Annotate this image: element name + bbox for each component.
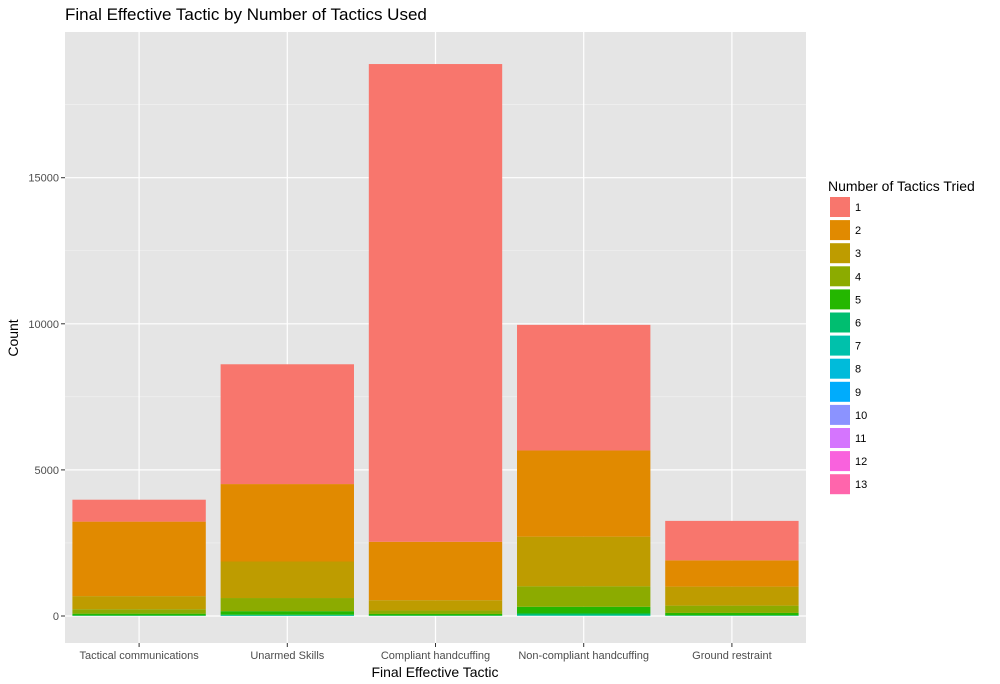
bar-segment [72, 613, 206, 616]
legend-key [830, 197, 850, 217]
legend: Number of Tactics Tried 1234567891011121… [828, 178, 975, 495]
bar-segment [517, 586, 651, 607]
y-axis-title: Count [5, 319, 21, 356]
legend-label: 10 [855, 410, 867, 422]
bar-segment [665, 605, 799, 613]
bar-segment [72, 499, 206, 522]
legend-label: 8 [855, 364, 861, 376]
legend-key [830, 335, 850, 356]
y-tick-label: 10000 [28, 319, 59, 331]
legend-key [830, 428, 850, 448]
legend-label: 7 [855, 341, 861, 353]
legend-label: 9 [855, 387, 861, 399]
y-tick-label: 5000 [35, 465, 59, 477]
legend-key [830, 243, 850, 264]
y-axis: 0 5000 10000 15000 [28, 173, 65, 623]
bar-segment [368, 600, 503, 611]
x-tick-label: Non-compliant handcuffing [518, 650, 649, 662]
bar-segment [220, 561, 354, 599]
x-tick-label: Tactical communications [79, 650, 199, 662]
bar-segment [220, 364, 354, 485]
y-tick-label: 0 [53, 611, 59, 623]
legend-label: 4 [855, 271, 861, 283]
legend-label: 1 [855, 202, 861, 214]
legend-label: 2 [855, 225, 861, 237]
legend-label: 3 [855, 248, 861, 260]
bar-segment [517, 613, 651, 616]
y-tick-label: 15000 [28, 173, 59, 185]
bar-segment [220, 598, 354, 612]
bar-segment [72, 521, 206, 597]
x-axis: Tactical communications Unarmed Skills Com… [79, 643, 772, 662]
bar-segment [368, 610, 503, 614]
bar-segment [517, 606, 651, 614]
legend-label: 6 [855, 318, 861, 330]
legend-key [830, 404, 850, 425]
legend-key [830, 312, 850, 333]
legend-label: 12 [855, 456, 867, 468]
bar-segment [368, 613, 503, 616]
bars-layer [72, 64, 799, 616]
bar-segment [368, 64, 503, 542]
x-tick-label: Ground restraint [692, 650, 771, 662]
legend-label: 5 [855, 294, 861, 306]
legend-key [830, 266, 850, 287]
bar-segment [517, 615, 651, 616]
legend-title: Number of Tactics Tried [828, 178, 975, 194]
bar-segment [665, 560, 799, 587]
bar-segment [517, 324, 651, 451]
legend-key [830, 289, 850, 310]
legend-key [830, 381, 850, 402]
x-axis-title: Final Effective Tactic [371, 664, 498, 680]
x-tick-label: Unarmed Skills [250, 650, 324, 662]
bar-segment [665, 586, 799, 606]
bar-segment [665, 615, 799, 616]
bar-segment [517, 536, 651, 587]
bar-segment [665, 520, 799, 561]
legend-key [830, 451, 850, 472]
legend-key [830, 220, 850, 241]
legend-key [830, 474, 850, 495]
bar-segment [220, 614, 354, 616]
bar-segment [72, 596, 206, 610]
x-tick-label: Compliant handcuffing [381, 650, 490, 662]
bar-segment [72, 609, 206, 614]
bar-segment [517, 450, 651, 537]
legend-key [830, 358, 850, 379]
bar-segment [220, 611, 354, 615]
chart-title: Final Effective Tactic by Number of Tact… [65, 5, 427, 24]
bar-segment [665, 612, 799, 616]
legend-label: 11 [855, 433, 866, 445]
legend-label: 13 [855, 479, 867, 491]
bar-segment [220, 484, 354, 562]
bar-segment [368, 541, 503, 601]
